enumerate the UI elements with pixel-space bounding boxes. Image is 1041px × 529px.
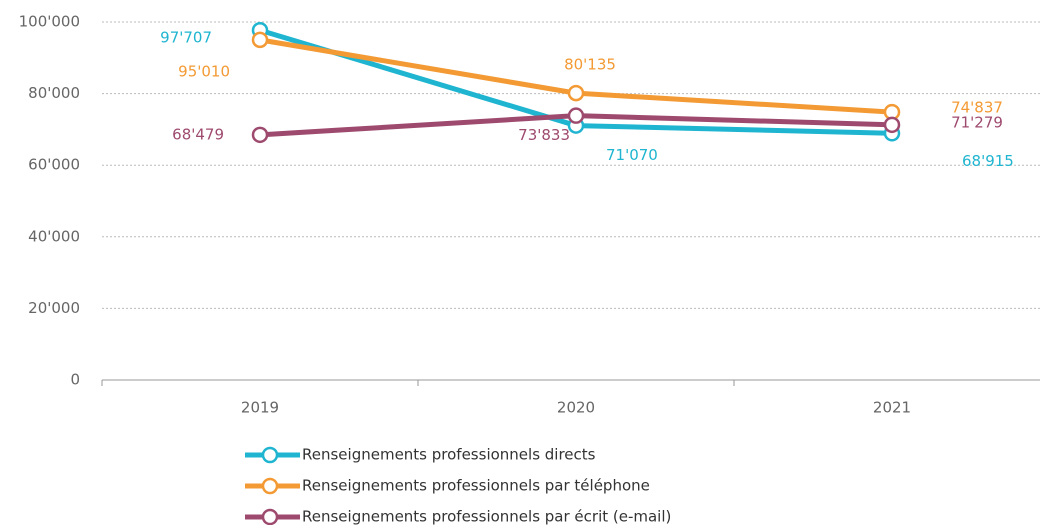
data-label: 97'707 [160, 29, 212, 47]
legend-label: Renseignements professionnels directs [302, 446, 596, 464]
x-tick-label: 2021 [873, 399, 911, 417]
y-tick-label: 0 [70, 371, 80, 389]
legend-label: Renseignements professionnels par téléph… [302, 477, 650, 495]
y-tick-label: 100'000 [19, 13, 80, 31]
x-tick-label: 2019 [241, 399, 279, 417]
data-label: 71'279 [951, 113, 1003, 131]
data-label: 68'479 [172, 125, 224, 143]
data-label: 95'010 [178, 62, 230, 80]
y-tick-label: 80'000 [28, 84, 80, 102]
legend-label: Renseignements professionnels par écrit … [302, 508, 671, 526]
data-label: 74'837 [951, 99, 1003, 117]
y-tick-label: 60'000 [28, 156, 80, 174]
y-tick-label: 40'000 [28, 227, 80, 245]
data-label: 68'915 [962, 152, 1014, 170]
point [251, 126, 269, 144]
y-tick-label: 20'000 [28, 299, 80, 317]
point [251, 31, 269, 49]
data-label: 80'135 [564, 56, 616, 74]
legend-marker [261, 446, 279, 464]
legend-marker [261, 477, 279, 495]
point [567, 107, 585, 124]
data-label: 73'833 [518, 126, 570, 144]
x-tick-label: 2020 [557, 399, 595, 417]
data-label: 71'070 [606, 146, 658, 164]
point [883, 116, 901, 134]
point [567, 84, 585, 102]
legend-marker [261, 508, 279, 526]
